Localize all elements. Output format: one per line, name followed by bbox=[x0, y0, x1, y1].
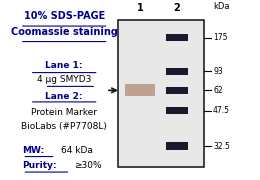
Text: Purity:: Purity: bbox=[22, 161, 57, 170]
FancyBboxPatch shape bbox=[166, 142, 188, 150]
FancyBboxPatch shape bbox=[118, 20, 204, 166]
FancyBboxPatch shape bbox=[166, 107, 188, 114]
Text: Protein Marker: Protein Marker bbox=[31, 108, 97, 117]
FancyBboxPatch shape bbox=[166, 68, 188, 75]
Text: 175: 175 bbox=[213, 33, 228, 42]
Text: 32.5: 32.5 bbox=[213, 141, 230, 150]
Text: 2: 2 bbox=[173, 3, 180, 13]
Text: Lane 1:: Lane 1: bbox=[46, 61, 83, 70]
FancyBboxPatch shape bbox=[166, 34, 188, 41]
Text: 10% SDS-PAGE: 10% SDS-PAGE bbox=[24, 11, 105, 21]
Text: MW:: MW: bbox=[22, 146, 45, 155]
Text: 47.5: 47.5 bbox=[213, 106, 230, 115]
Text: 64 kDa: 64 kDa bbox=[61, 146, 92, 155]
Text: kDa: kDa bbox=[213, 2, 230, 11]
FancyBboxPatch shape bbox=[166, 87, 188, 94]
Text: ≥30%: ≥30% bbox=[74, 161, 102, 170]
FancyBboxPatch shape bbox=[125, 84, 155, 96]
Text: 62: 62 bbox=[213, 86, 223, 95]
Text: 93: 93 bbox=[213, 67, 223, 76]
Text: 4 μg SMYD3: 4 μg SMYD3 bbox=[37, 75, 91, 84]
Text: BioLabs (#P7708L): BioLabs (#P7708L) bbox=[21, 122, 107, 131]
Text: Coomassie staining: Coomassie staining bbox=[11, 27, 118, 37]
Text: 1: 1 bbox=[136, 3, 143, 13]
Text: Lane 2:: Lane 2: bbox=[46, 92, 83, 101]
